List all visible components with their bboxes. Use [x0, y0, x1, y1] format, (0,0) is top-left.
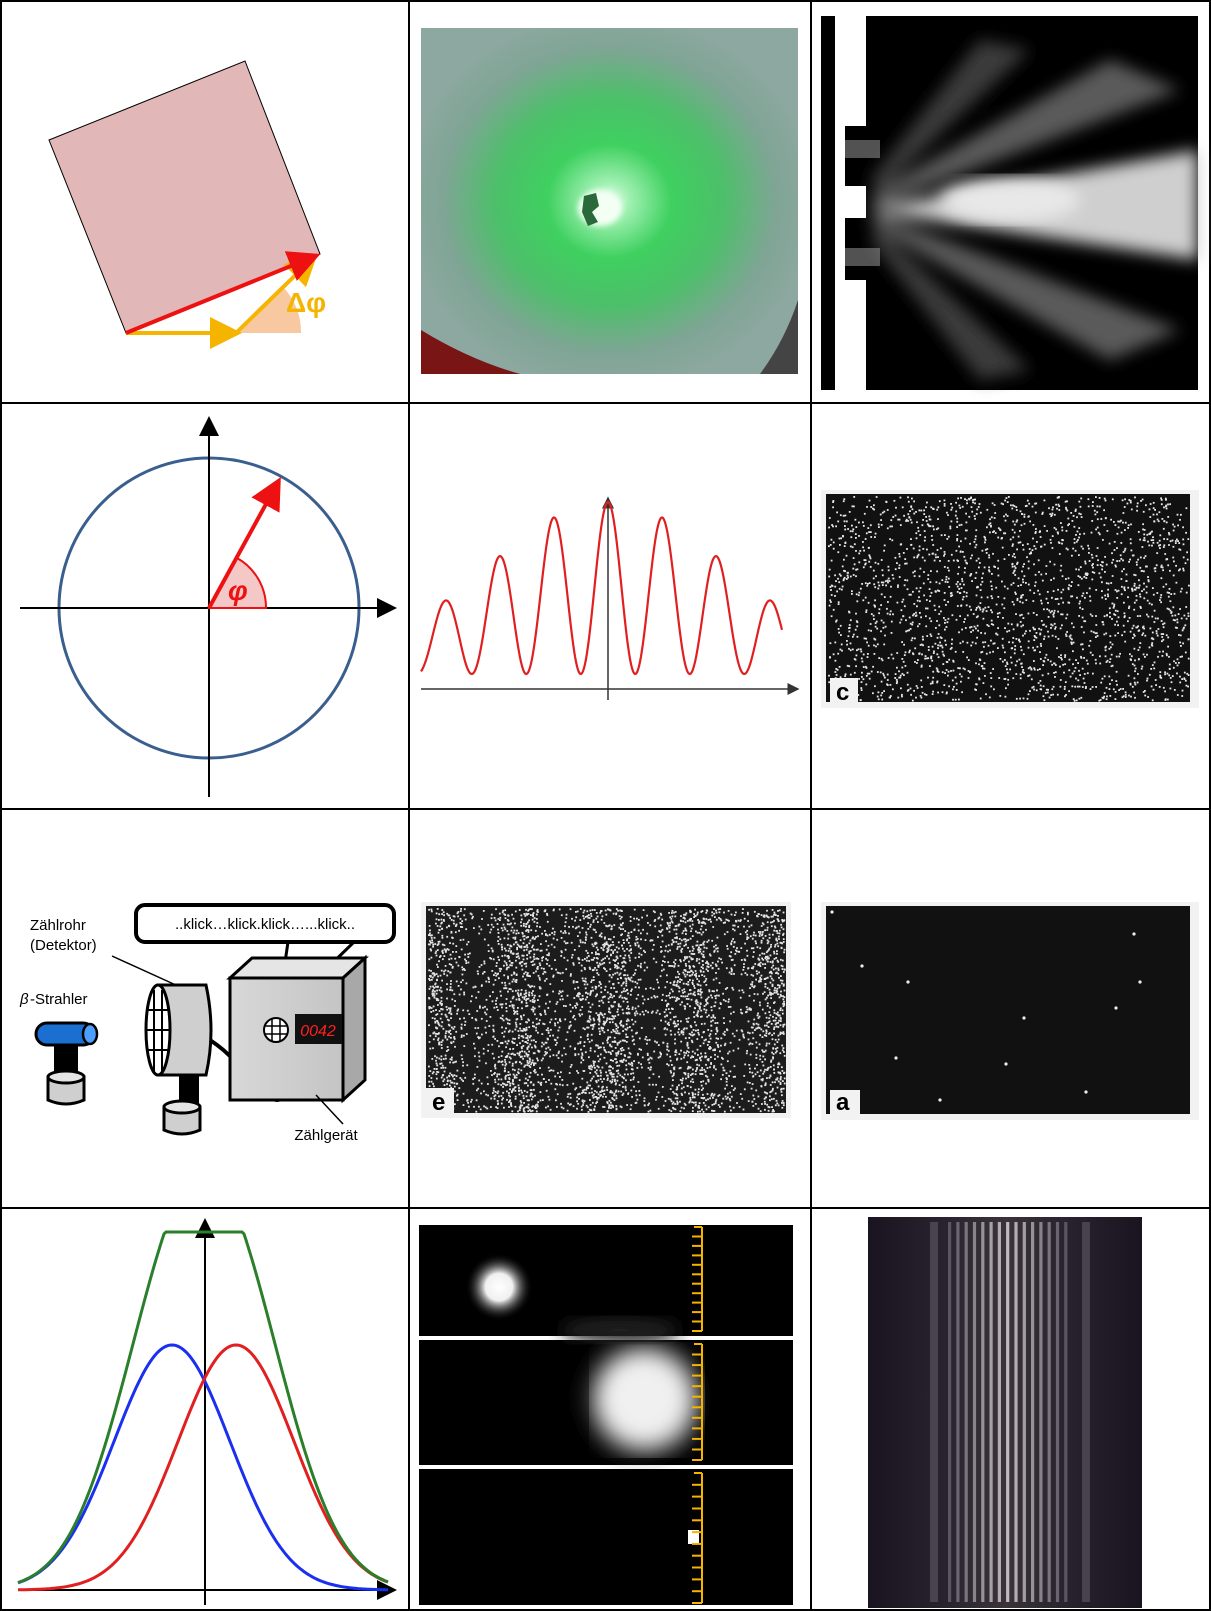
orange-rulers — [692, 1226, 703, 1604]
detector-setup: ..klick…klick.klick…...klick.. Zählrohr … — [19, 903, 396, 1144]
panel-a-label: a — [836, 1089, 850, 1116]
speech-text: ..klick…klick.klick…...klick.. — [175, 916, 355, 933]
speech-bubble — [134, 903, 396, 944]
angle-wedge — [236, 287, 302, 333]
tube-label-1: Zählrohr — [30, 917, 86, 934]
rotation-diagram: Δφ — [48, 60, 326, 349]
slit-simulation — [821, 16, 1198, 390]
phi-wedge — [207, 556, 268, 609]
delta-phi-label: Δφ — [286, 287, 326, 318]
panel-e: e — [421, 902, 791, 1118]
counter-label: Zählgerät — [294, 1127, 358, 1144]
gaussian-right-curve — [18, 1343, 389, 1592]
panel-a: a — [821, 902, 1199, 1120]
phasor-diagram: φ — [20, 416, 397, 797]
laser-photo — [421, 28, 798, 374]
intensity-curve — [420, 500, 784, 676]
panel-e-dots — [428, 908, 786, 1113]
spot-panels — [419, 1225, 793, 1605]
panel-e-label: e — [432, 1089, 445, 1116]
phasor-arrow — [207, 476, 281, 609]
gaussian-plot — [17, 1218, 397, 1605]
counter-display — [295, 1014, 342, 1044]
panel-a-dots — [830, 910, 1142, 1102]
counter-box: 0042 — [226, 954, 369, 1104]
red-resultant-arrow — [125, 251, 321, 335]
source-symbol: β — [19, 991, 29, 1008]
panel-c-label: c — [836, 679, 849, 706]
fringe-lines — [930, 1222, 1090, 1602]
geiger-tube — [144, 983, 213, 1136]
gaussian-left-curve — [17, 1343, 389, 1592]
panel-c-dots — [828, 496, 1190, 702]
gaussian-sum-curve — [17, 1230, 389, 1585]
beta-source — [34, 1021, 99, 1106]
panel-c: c — [821, 490, 1199, 708]
fringe-photo — [868, 1217, 1142, 1608]
counter-display-value: 0042 — [300, 1023, 336, 1040]
phi-label: φ — [228, 575, 248, 606]
intensity-plot — [420, 496, 800, 700]
speaker-icon — [263, 1017, 289, 1043]
tube-label-2: (Detektor) — [30, 937, 97, 954]
source-label: -Strahler — [30, 991, 88, 1008]
